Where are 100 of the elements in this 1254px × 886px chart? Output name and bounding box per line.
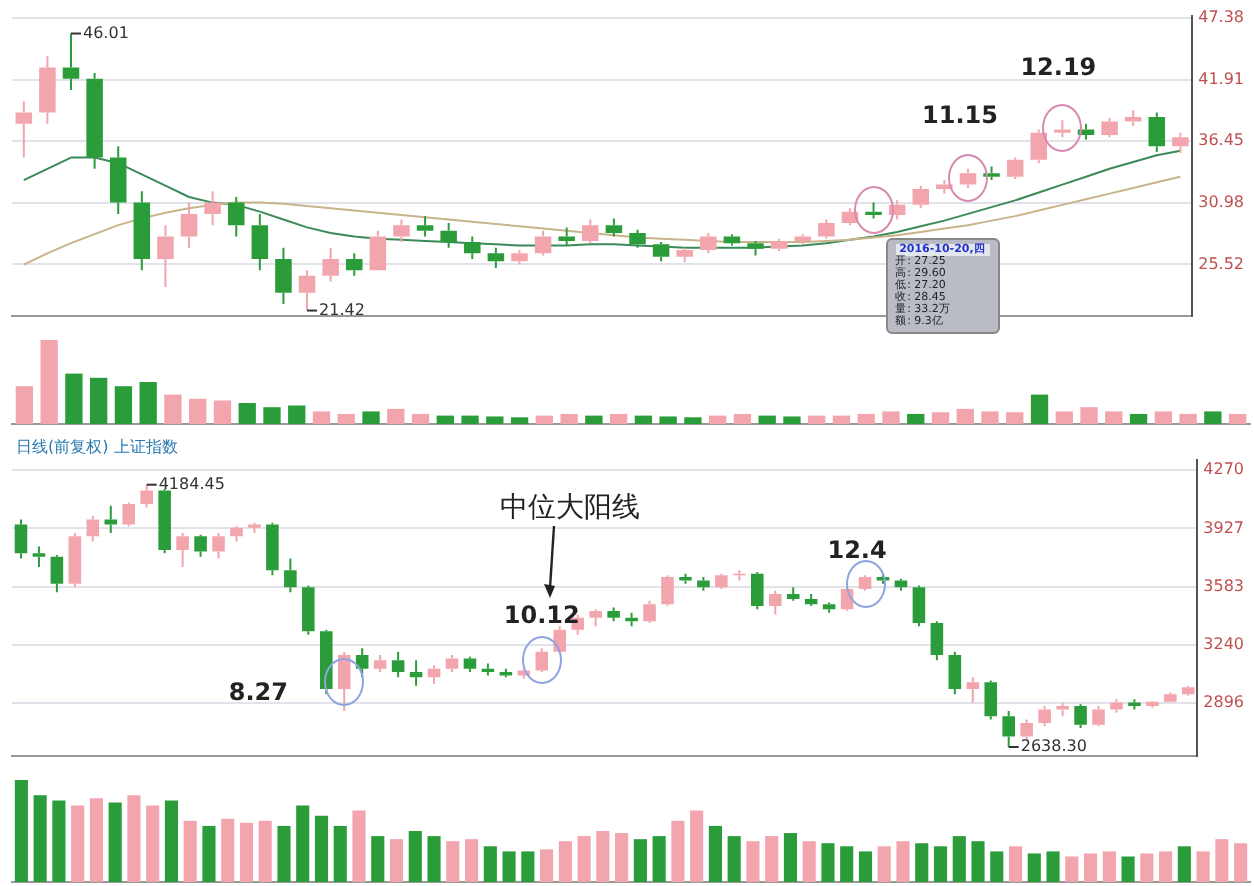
bar [652,836,666,882]
bar [931,412,950,424]
bar [288,405,306,424]
candlestick [50,554,64,594]
bar [33,795,47,882]
bar [1179,413,1197,424]
bar [1234,843,1248,882]
y-tick-label: 25.52 [1198,254,1245,273]
bar [461,415,479,424]
bar [314,815,329,882]
bar [956,408,974,424]
bar [1046,851,1060,882]
candlestick [1074,703,1087,730]
candlestick [747,239,764,257]
candlestick [865,201,882,220]
bar [821,843,835,882]
bar [263,407,281,424]
candlestick [589,608,602,628]
bar [540,849,554,882]
candlestick [786,586,800,602]
candlestick [1030,128,1048,165]
bar [238,403,256,424]
bar [1154,411,1173,424]
candlestick [794,233,811,246]
annotation: 2638.30 [1020,737,1087,756]
candlestick [679,572,692,585]
candlestick [157,224,174,289]
annotation: 10.12 [503,600,580,629]
bar [1008,846,1023,882]
bar [146,805,160,882]
bar [882,411,900,424]
candlestick [1128,698,1141,711]
bar [560,413,578,424]
bar [465,839,479,882]
candlestick [625,611,638,628]
bar [333,825,347,882]
bar [65,373,83,424]
bar [127,795,141,882]
bar [277,825,291,882]
bar [990,851,1004,882]
bar [427,836,441,882]
candlestick [109,145,127,215]
bar [1228,413,1247,424]
y-tick-label: 2896 [1203,693,1244,712]
candlestick [122,501,136,528]
bar [690,810,704,882]
candlestick [1146,701,1159,709]
candlestick [369,229,387,271]
candlestick [697,576,710,592]
bar [189,398,207,424]
bar [783,416,801,424]
bar [108,802,122,882]
bar [352,810,366,882]
candlestick [751,570,764,611]
annotation: 12.19 [1020,52,1097,81]
candlestick [346,252,363,277]
bar [684,417,702,424]
candlestick [605,217,623,238]
bar [483,846,497,882]
bar [857,413,875,424]
bar [446,841,460,882]
bar [840,846,854,882]
candlestick [39,55,56,125]
bar [1204,411,1222,424]
bar [733,413,752,424]
bar [1129,413,1148,424]
bar [1027,853,1041,882]
candlestick [1054,119,1071,139]
candlestick [284,557,297,594]
candlestick [176,531,189,568]
bar [1102,851,1116,882]
candlestick [1164,691,1177,702]
bar [746,841,760,882]
candlestick [133,190,151,272]
chart-title: 日线(前复权) 上证指数 [16,436,178,458]
bar [202,825,216,882]
bar [1006,412,1024,424]
bar [52,800,66,882]
candlestick [32,545,46,568]
bar [915,843,929,882]
candlestick [373,654,387,674]
bar [258,820,272,882]
bar [1080,407,1098,424]
candlestick [966,676,980,704]
bar [296,805,310,882]
bar [671,820,685,882]
bar [877,846,891,882]
annotation: 12.4 [827,535,887,564]
candlestick [230,525,243,543]
candlestick [1056,701,1069,718]
bar [436,415,454,424]
bar [114,386,133,424]
bar [634,415,653,424]
y-tick-label: 47.38 [1198,8,1245,27]
candlestick [983,165,1000,182]
bar [312,411,331,424]
candlestick [643,599,656,624]
annotation: 中位大阳线 [499,491,640,524]
bar [521,851,535,882]
bar [510,417,529,424]
